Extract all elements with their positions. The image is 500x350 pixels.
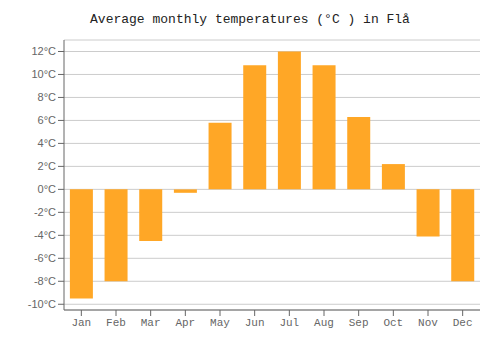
- svg-text:Mar: Mar: [141, 317, 161, 329]
- html-text:Average monthly temperatures (: Average monthly temperatures (°C ) in Fl…: [90, 12, 410, 27]
- svg-text:Nov: Nov: [418, 317, 438, 329]
- svg-text:-4°C: -4°C: [34, 229, 56, 241]
- svg-text:2°C: 2°C: [38, 160, 57, 172]
- svg-text:Jan: Jan: [71, 317, 91, 329]
- svg-text:4°C: 4°C: [38, 137, 57, 149]
- svg-text:10°C: 10°C: [31, 68, 56, 80]
- svg-text:-8°C: -8°C: [34, 275, 56, 287]
- svg-text:-2°C: -2°C: [34, 206, 56, 218]
- svg-text:May: May: [210, 317, 230, 329]
- svg-text:Jun: Jun: [245, 317, 265, 329]
- svg-text:12°C: 12°C: [31, 45, 56, 57]
- svg-text:Oct: Oct: [383, 317, 403, 329]
- svg-text:-6°C: -6°C: [34, 252, 56, 264]
- svg-text:Dec: Dec: [453, 317, 473, 329]
- svg-text:0°C: 0°C: [38, 183, 57, 195]
- svg-text:Jul: Jul: [279, 317, 299, 329]
- svg-text:Sep: Sep: [349, 317, 369, 329]
- svg-text:8°C: 8°C: [38, 91, 57, 103]
- svg-text:-10°C: -10°C: [28, 298, 56, 310]
- svg-text:Apr: Apr: [175, 317, 195, 329]
- svg-text:6°C: 6°C: [38, 114, 57, 126]
- svg-text:Feb: Feb: [106, 317, 126, 329]
- svg-text:Aug: Aug: [314, 317, 334, 329]
